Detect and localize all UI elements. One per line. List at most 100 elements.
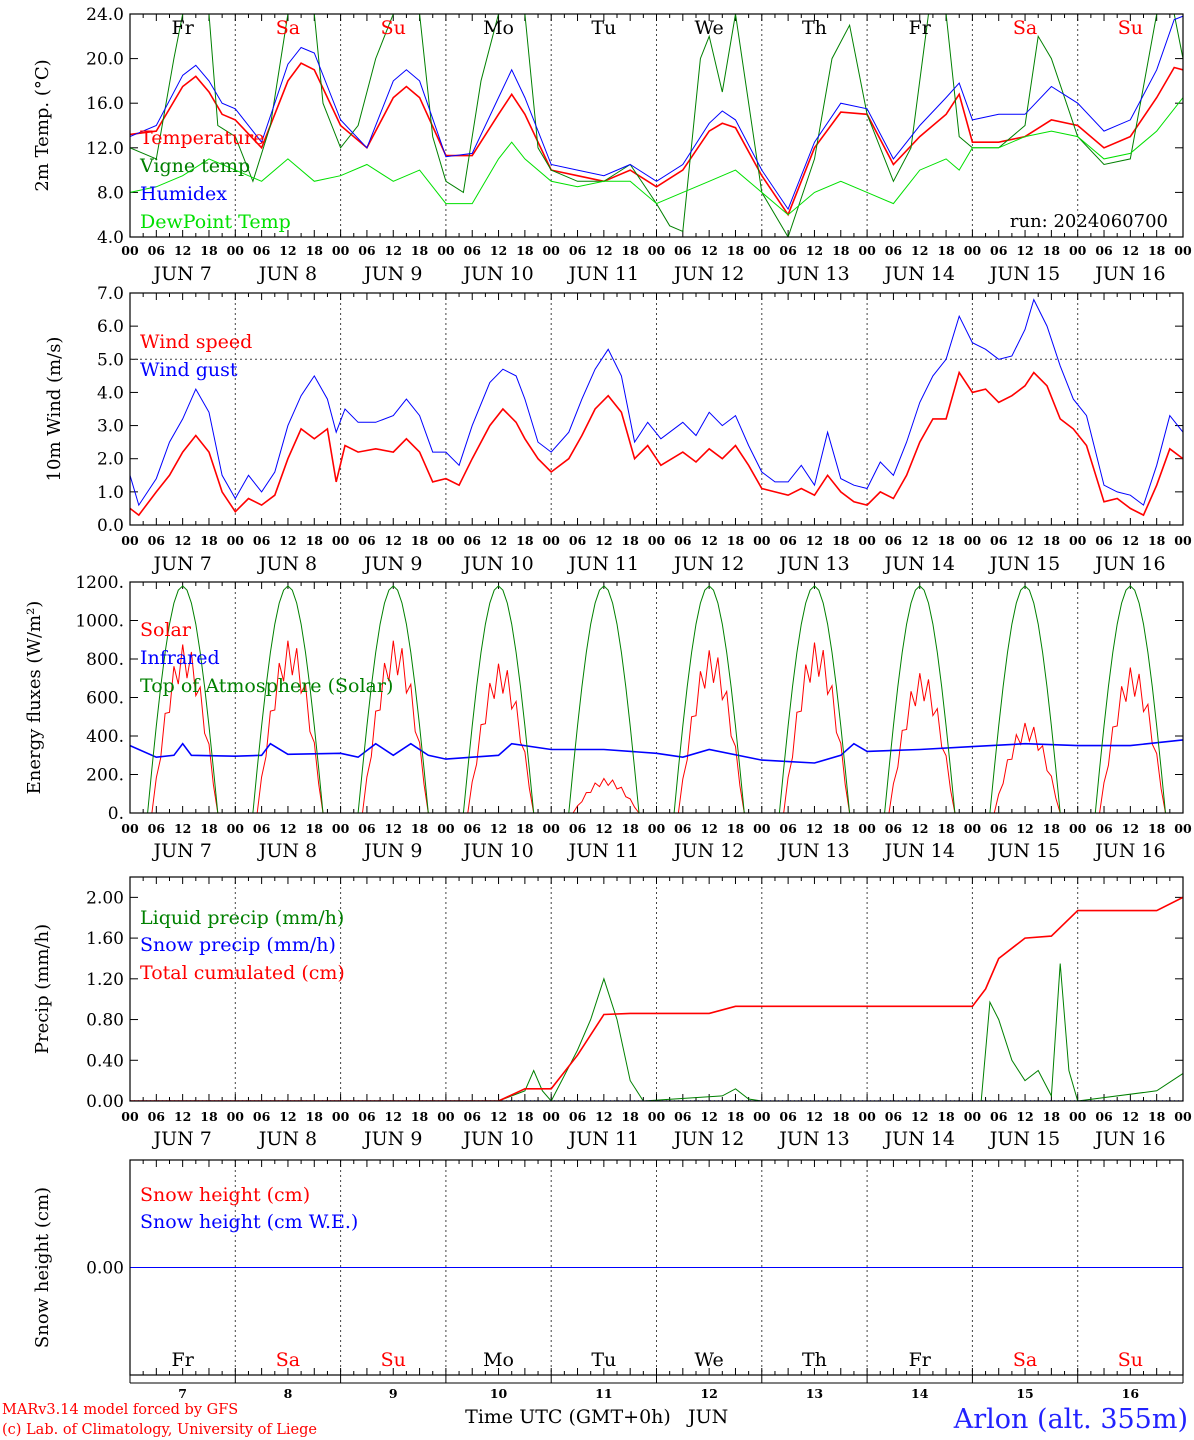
x-date-label: JUN 11 xyxy=(567,553,639,575)
x-hour-label: 00 xyxy=(964,1109,982,1124)
x-hour-label: 18 xyxy=(727,821,745,836)
x-hour-label: 00 xyxy=(1174,243,1192,258)
x-hour-label: 12 xyxy=(911,533,928,548)
y-axis-label: Energy fluxes (W/m²) xyxy=(24,601,45,795)
x-hour-label: 12 xyxy=(174,533,191,548)
x-hour-label: 06 xyxy=(464,821,482,836)
x-hour-label: 18 xyxy=(1043,533,1061,548)
x-hour-label: 00 xyxy=(437,821,455,836)
x-hour-label: 06 xyxy=(885,243,903,258)
y-tick-label: 5.0 xyxy=(97,350,124,370)
x-hour-label: 12 xyxy=(490,243,507,258)
y-tick-label: 6.0 xyxy=(97,317,124,337)
x-hour-label: 06 xyxy=(779,243,797,258)
x-date-label: JUN 10 xyxy=(461,840,533,862)
y-tick-label: 0. xyxy=(108,804,124,824)
y-axis-label: Snow height (cm) xyxy=(32,1187,53,1348)
panel-5: 0.00 Snow height (cm) Snow height (cm) Snow… xyxy=(32,1159,1184,1401)
x-hour-label: 18 xyxy=(937,243,955,258)
legend-entry: Temperature xyxy=(140,127,264,149)
x-hour-label: 12 xyxy=(279,821,296,836)
y-tick-label: 0.00 xyxy=(86,1092,124,1112)
x-hour-label: 00 xyxy=(227,243,245,258)
x-hour-label: 12 xyxy=(1122,821,1139,836)
y-tick-label: 4.0 xyxy=(97,228,124,248)
x-hour-label: 12 xyxy=(1122,533,1139,548)
x-hour-label: 18 xyxy=(621,1109,639,1124)
x-hour-label: 00 xyxy=(542,533,560,548)
x-date-label: JUN 10 xyxy=(461,1128,533,1150)
legend-entry: Liquid precip (mm/h) xyxy=(140,907,344,929)
x-hour-label: 06 xyxy=(569,821,587,836)
legend-entry: DewPoint Temp xyxy=(140,211,291,233)
x-hour-label: 00 xyxy=(858,821,876,836)
x-hour-label: 12 xyxy=(595,1109,612,1124)
x-date-label: JUN 16 xyxy=(1093,263,1165,285)
day-label: Su xyxy=(1118,17,1143,39)
x-hour-label: 18 xyxy=(937,821,955,836)
x-hour-label: 06 xyxy=(464,243,482,258)
x-date-label: JUN 11 xyxy=(567,1128,639,1150)
x-hour-label: 00 xyxy=(332,533,350,548)
date-number-label: 10 xyxy=(490,1386,508,1401)
panel-3: 0. 200. 400. 600. 800. 1000. 1200. Energy fluxe… xyxy=(24,573,1192,862)
x-hour-label: 18 xyxy=(832,821,850,836)
x-date-label: JUN 13 xyxy=(777,263,849,285)
series-line xyxy=(130,15,1183,211)
x-hour-label: 06 xyxy=(885,1109,903,1124)
x-hour-label: 00 xyxy=(227,821,245,836)
x-hour-label: 12 xyxy=(1016,243,1033,258)
day-label: Su xyxy=(1118,1349,1143,1371)
legend-entry: Humidex xyxy=(140,183,227,205)
series-line xyxy=(130,739,1183,764)
x-hour-label: 00 xyxy=(1174,821,1192,836)
x-hour-label: 18 xyxy=(411,243,429,258)
x-date-label: JUN 13 xyxy=(777,840,849,862)
date-number-label: 8 xyxy=(284,1386,293,1401)
x-hour-label: 06 xyxy=(253,1109,271,1124)
x-hour-label: 18 xyxy=(1043,243,1061,258)
date-number-label: 11 xyxy=(595,1386,612,1401)
y-tick-label: 0.0 xyxy=(97,516,124,536)
date-number-label: 16 xyxy=(1122,1386,1140,1401)
x-hour-label: 06 xyxy=(464,533,482,548)
x-hour-label: 06 xyxy=(358,1109,376,1124)
x-hour-label: 12 xyxy=(279,533,296,548)
x-hour-label: 18 xyxy=(411,533,429,548)
x-date-label: JUN 8 xyxy=(257,1128,317,1150)
x-hour-label: 18 xyxy=(516,243,534,258)
x-date-label: JUN 9 xyxy=(362,840,422,862)
x-hour-label: 00 xyxy=(753,243,771,258)
panel-4: 0.00 0.40 0.80 1.20 1.60 2.00 Precip (mm/h) Liq… xyxy=(32,876,1192,1150)
x-hour-label: 00 xyxy=(648,243,666,258)
x-hour-label: 18 xyxy=(516,821,534,836)
x-hour-label: 12 xyxy=(911,243,928,258)
x-hour-label: 06 xyxy=(148,533,166,548)
x-date-label: JUN 7 xyxy=(151,840,211,862)
x-hour-label: 06 xyxy=(1095,243,1113,258)
x-date-label: JUN 12 xyxy=(672,553,744,575)
y-tick-label: 400. xyxy=(86,727,124,747)
x-hour-label: 12 xyxy=(911,821,928,836)
x-hour-label: 12 xyxy=(385,1109,402,1124)
x-date-label: JUN 15 xyxy=(988,840,1060,862)
series-line xyxy=(130,896,1183,1101)
x-date-label: JUN 7 xyxy=(151,263,211,285)
x-hour-label: 06 xyxy=(569,1109,587,1124)
x-hour-label: 06 xyxy=(464,1109,482,1124)
x-date-label: JUN 12 xyxy=(672,1128,744,1150)
x-hour-label: 00 xyxy=(753,533,771,548)
x-hour-label: 18 xyxy=(1148,243,1166,258)
legend-entry: Snow height (cm W.E.) xyxy=(140,1211,358,1233)
x-hour-label: 06 xyxy=(253,821,271,836)
y-tick-label: 8.0 xyxy=(97,183,124,203)
date-number-label: 12 xyxy=(700,1386,717,1401)
y-tick-label: 1000. xyxy=(75,612,124,632)
y-tick-label: 0.40 xyxy=(86,1051,124,1071)
x-hour-label: 00 xyxy=(648,1109,666,1124)
y-tick-label: 800. xyxy=(86,650,124,670)
x-date-label: JUN 11 xyxy=(567,840,639,862)
x-hour-label: 00 xyxy=(964,243,982,258)
x-hour-label: 12 xyxy=(806,533,823,548)
